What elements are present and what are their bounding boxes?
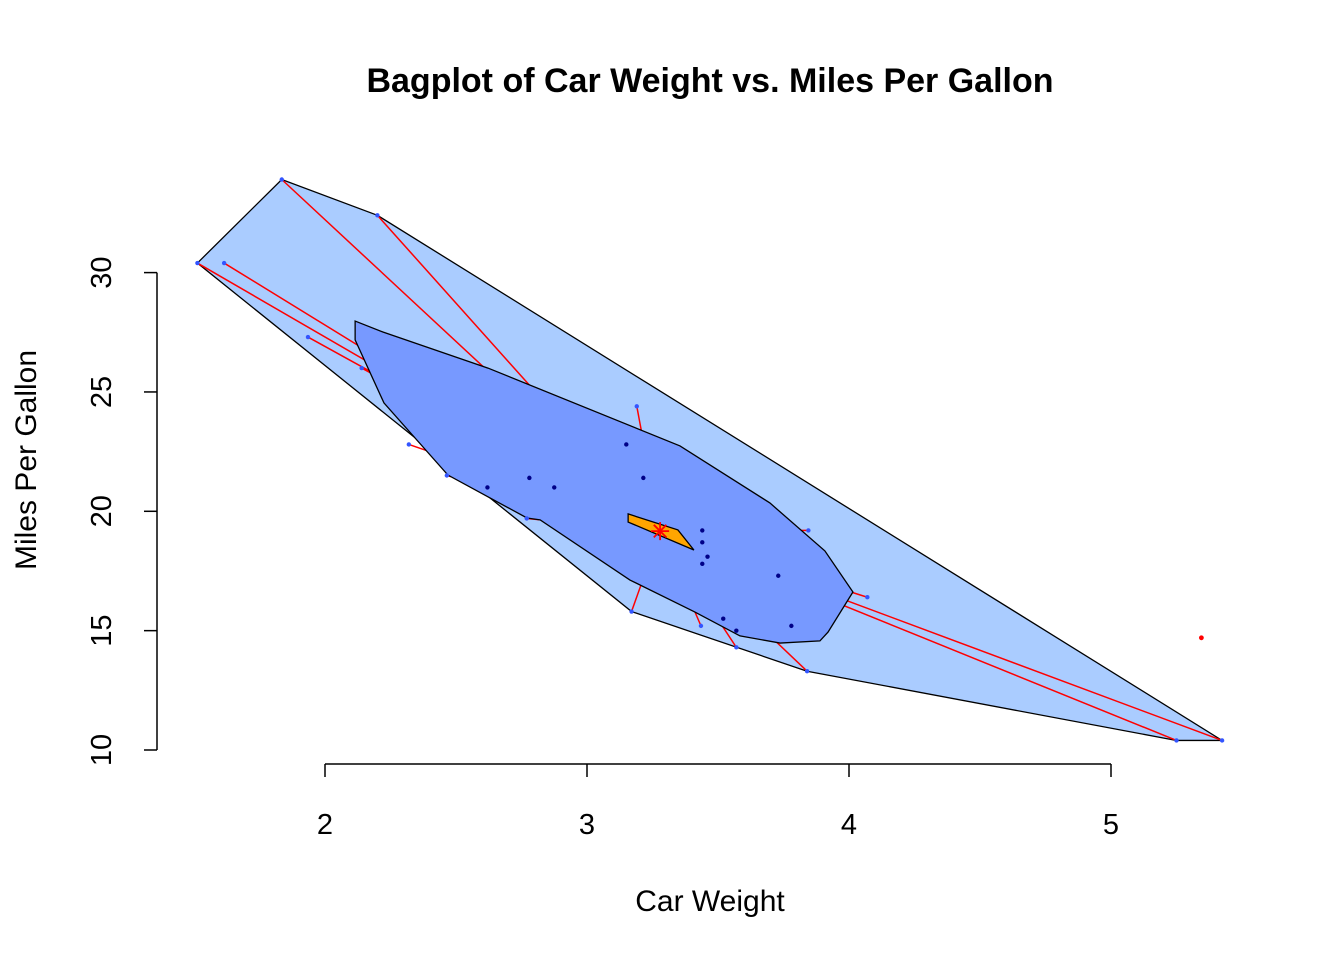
y-tick-label: 25 [86, 376, 118, 408]
data-point [705, 554, 710, 559]
x-tick-label: 5 [1103, 809, 1119, 841]
data-point [734, 645, 739, 650]
data-point [776, 573, 781, 578]
data-point [485, 485, 490, 490]
data-point [221, 260, 227, 266]
data-point [1174, 738, 1179, 743]
data-point [865, 595, 870, 600]
data-point [359, 365, 364, 371]
data-point [806, 528, 811, 533]
data-point [444, 473, 450, 478]
data-point [700, 561, 705, 567]
data-point [1219, 738, 1225, 743]
x-tick-label: 3 [579, 809, 595, 841]
data-point [698, 623, 704, 629]
median-star-stroke [653, 524, 668, 539]
outlier-point [1198, 635, 1204, 641]
data-point [305, 334, 311, 340]
data-point [700, 528, 705, 533]
data-point [789, 623, 794, 629]
data-point [804, 669, 810, 674]
x-axis-label: Car Weight [635, 885, 785, 918]
loop-polygon [196, 178, 1225, 742]
data-point [375, 213, 380, 218]
y-tick-label: 15 [86, 615, 118, 647]
y-tick-label: 30 [86, 256, 118, 288]
data-point [624, 442, 629, 447]
axes: 2 3 4 5 10 15 20 25 30 [86, 256, 1119, 841]
data-point [641, 475, 646, 481]
data-point [552, 485, 557, 490]
data-point [634, 404, 639, 409]
y-tick-label: 10 [86, 734, 118, 766]
data-point [527, 475, 532, 481]
data-point [279, 177, 284, 182]
data-point [734, 628, 739, 633]
data-point [524, 516, 529, 521]
y-tick-label: 20 [86, 495, 118, 527]
data-point [406, 442, 412, 447]
x-tick-label: 4 [841, 809, 857, 841]
chart-title: Bagplot of Car Weight vs. Miles Per Gall… [366, 62, 1053, 100]
median-marker [651, 522, 670, 541]
plot-area [195, 177, 1225, 743]
data-point [195, 260, 200, 266]
x-tick-label: 2 [317, 809, 333, 841]
data-point [629, 609, 634, 614]
y-axis-label: Miles Per Gallon [10, 350, 43, 570]
data-point [721, 616, 726, 621]
data-point [700, 540, 705, 545]
